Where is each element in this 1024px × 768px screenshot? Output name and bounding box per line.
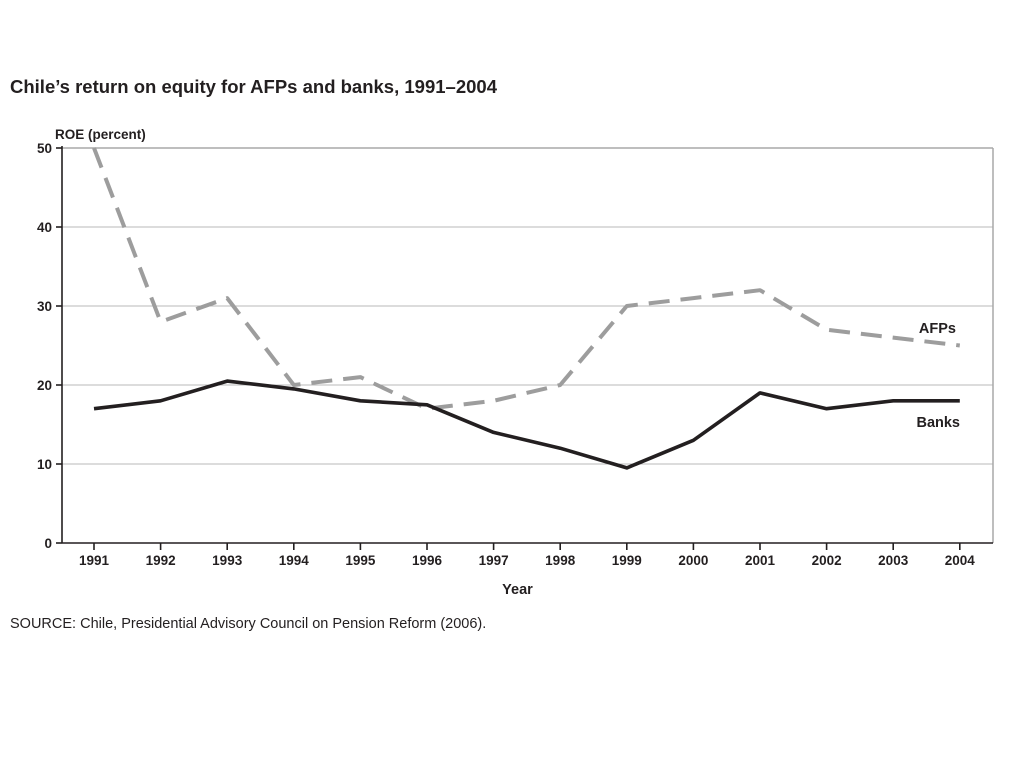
y-tick-label: 50 [37, 141, 52, 156]
y-tick-label: 10 [37, 457, 52, 472]
y-tick-label: 0 [44, 536, 52, 551]
series-label-banks: Banks [916, 415, 960, 431]
x-tick-label: 2003 [878, 553, 909, 568]
x-tick-label: 2000 [678, 553, 708, 568]
x-tick-label: 1994 [279, 553, 310, 568]
x-tick-label: 1999 [612, 553, 642, 568]
x-tick-label: 2004 [945, 553, 976, 568]
series-lines [92, 147, 961, 470]
x-tick-label: 1995 [345, 553, 376, 568]
axes: 0 10 20 30 40 50 1991 1992 1993 1994 1995 1996 1997 1… [37, 141, 993, 568]
chart-title: Chile’s return on equity for AFPs and ba… [10, 76, 497, 97]
x-tick-label: 1997 [479, 553, 509, 568]
y-tick-label: 40 [37, 220, 52, 235]
x-tick-label: 2001 [745, 553, 776, 568]
series-label-afps: AFPs [919, 321, 956, 337]
x-tick-label: 1993 [212, 553, 243, 568]
x-tick-label: 1998 [545, 553, 576, 568]
x-tick-label: 1992 [146, 553, 176, 568]
x-tick-label: 2002 [812, 553, 842, 568]
x-tick-label: 1996 [412, 553, 443, 568]
plot-frame [62, 147, 994, 543]
chart-labels: ROE (percent) Year AFPs Banks [55, 127, 960, 598]
source-note: SOURCE: Chile, Presidential Advisory Cou… [10, 616, 487, 632]
x-axis-title: Year [502, 582, 533, 598]
y-tick-label: 20 [37, 378, 52, 393]
series-line-afps [92, 147, 961, 411]
y-tick-label: 30 [37, 299, 52, 314]
y-axis-title: ROE (percent) [55, 127, 146, 142]
series-line-banks [93, 379, 960, 470]
x-tick-label: 1991 [79, 553, 110, 568]
